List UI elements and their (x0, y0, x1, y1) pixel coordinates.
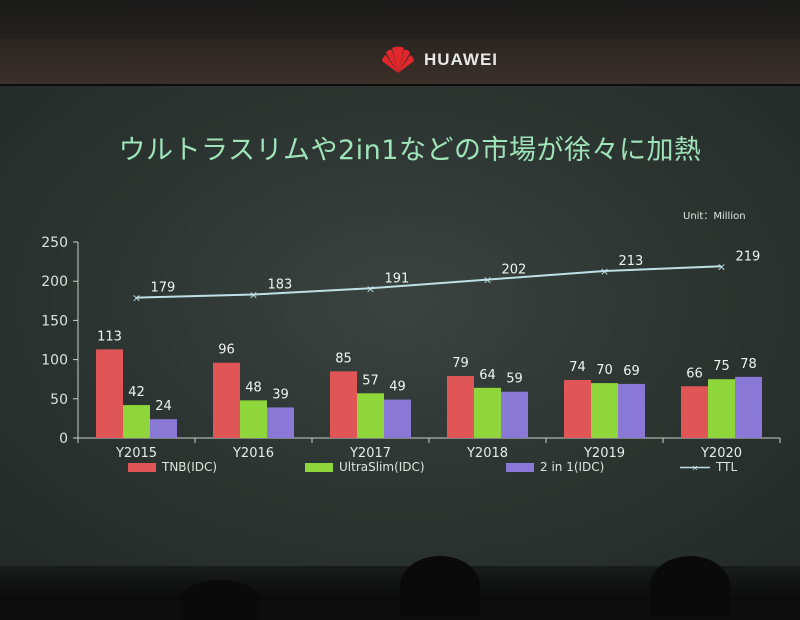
ttl-data-label: 179 (151, 281, 176, 296)
data-label-2in1: 24 (155, 399, 172, 414)
bar-ultraslim (357, 393, 384, 438)
bar-ultraslim (240, 400, 267, 438)
bar-ultraslim (591, 383, 618, 438)
ttl-data-label: 219 (736, 249, 761, 264)
ttl-point: × (366, 282, 375, 295)
legend-item-2in1: 2 in 1(IDC) (506, 458, 604, 476)
x-tick-label: Y2016 (232, 446, 274, 461)
legend-swatch-tnb (128, 462, 156, 472)
y-tick-label: 250 (41, 235, 68, 251)
data-label-ultraslim: 64 (479, 368, 496, 383)
audience-head (650, 556, 730, 616)
bar-ultraslim (708, 379, 735, 438)
bar-tnb (213, 362, 240, 438)
bar-tnb (96, 349, 123, 438)
legend-label-ttl: TTL (716, 460, 738, 474)
bar-tnb (681, 386, 708, 438)
legend-swatch-2in1 (506, 462, 534, 472)
bar-2in1 (735, 376, 762, 438)
ttl-data-label: 191 (385, 271, 410, 286)
bar-2in1 (384, 399, 411, 438)
x-tick-label: Y2019 (583, 446, 625, 461)
x-tick-label: Y2018 (466, 446, 508, 461)
projection-screen (0, 86, 800, 566)
x-tick-label: Y2015 (115, 446, 157, 461)
x-tick-label: Y2017 (349, 446, 391, 461)
ttl-point: × (483, 274, 492, 287)
data-label-ultraslim: 48 (245, 380, 262, 395)
ttl-point: × (249, 289, 258, 302)
ttl-point: × (717, 260, 726, 273)
x-tick-label: Y2020 (700, 446, 742, 461)
data-label-ultraslim: 70 (596, 363, 613, 378)
data-label-tnb: 79 (452, 356, 469, 371)
y-tick-label: 100 (41, 353, 68, 369)
legend-label-2in1: 2 in 1(IDC) (540, 460, 605, 474)
legend-label-tnb: TNB(IDC) (162, 460, 218, 474)
data-label-tnb: 74 (569, 360, 586, 375)
bar-tnb (330, 371, 357, 438)
brand-logo: HUAWEI (378, 44, 508, 76)
svg-text:×: × (692, 463, 699, 472)
data-label-tnb: 66 (686, 366, 703, 381)
legend-swatch-ttl: × (680, 463, 710, 472)
legend-label-ultraslim: UltraSlim(IDC) (339, 460, 425, 474)
y-tick-label: 50 (50, 392, 68, 408)
y-tick-label: 0 (59, 431, 68, 447)
data-label-2in1: 59 (506, 372, 523, 387)
ttl-point: × (132, 292, 141, 305)
unit-label: Unit：Million (683, 211, 746, 222)
legend-item-ultraslim: UltraSlim(IDC) (305, 458, 425, 476)
data-label-ultraslim: 57 (362, 373, 379, 388)
bar-2in1 (267, 407, 294, 438)
legend-item-ttl: × TTL (680, 458, 737, 476)
ttl-data-label: 213 (619, 254, 644, 269)
ttl-data-label: 202 (502, 263, 527, 278)
market-chart: 0 50 100 150 200 250 113 42 24 Y2015 96 48 39 Y2016 85… (41, 235, 781, 461)
bar-2in1 (501, 391, 528, 438)
bar-ultraslim (123, 405, 150, 438)
slide-title: ウルトラスリムや2in1などの市場が徐々に加熱 (118, 135, 702, 166)
ttl-line (136, 265, 722, 299)
y-tick-label: 150 (41, 313, 68, 329)
data-label-ultraslim: 42 (128, 385, 145, 400)
bar-tnb (564, 379, 591, 438)
legend-swatch-ultraslim (305, 462, 333, 472)
audience-head (400, 556, 480, 616)
data-label-2in1: 49 (389, 380, 406, 395)
y-tick-label: 200 (41, 274, 68, 290)
huawei-logo-icon (382, 46, 414, 73)
audience-head (180, 580, 260, 620)
bar-ultraslim (474, 387, 501, 438)
bar-tnb (447, 376, 474, 438)
data-label-2in1: 78 (740, 357, 757, 372)
data-label-tnb: 85 (335, 351, 352, 366)
data-label-ultraslim: 75 (713, 359, 730, 374)
data-label-2in1: 69 (623, 364, 640, 379)
bar-2in1 (618, 383, 645, 438)
ttl-point: × (600, 265, 609, 278)
data-label-tnb: 113 (97, 329, 122, 344)
bar-2in1 (150, 419, 177, 438)
ttl-data-label: 183 (268, 278, 293, 293)
brand-name: HUAWEI (424, 50, 498, 69)
legend-item-tnb: TNB(IDC) (128, 458, 217, 476)
data-label-2in1: 39 (272, 387, 289, 402)
data-label-tnb: 96 (218, 343, 235, 358)
